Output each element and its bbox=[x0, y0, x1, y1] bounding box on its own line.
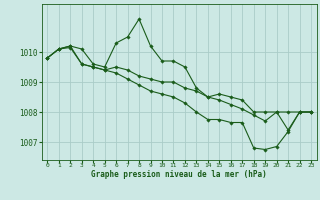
X-axis label: Graphe pression niveau de la mer (hPa): Graphe pression niveau de la mer (hPa) bbox=[91, 170, 267, 179]
